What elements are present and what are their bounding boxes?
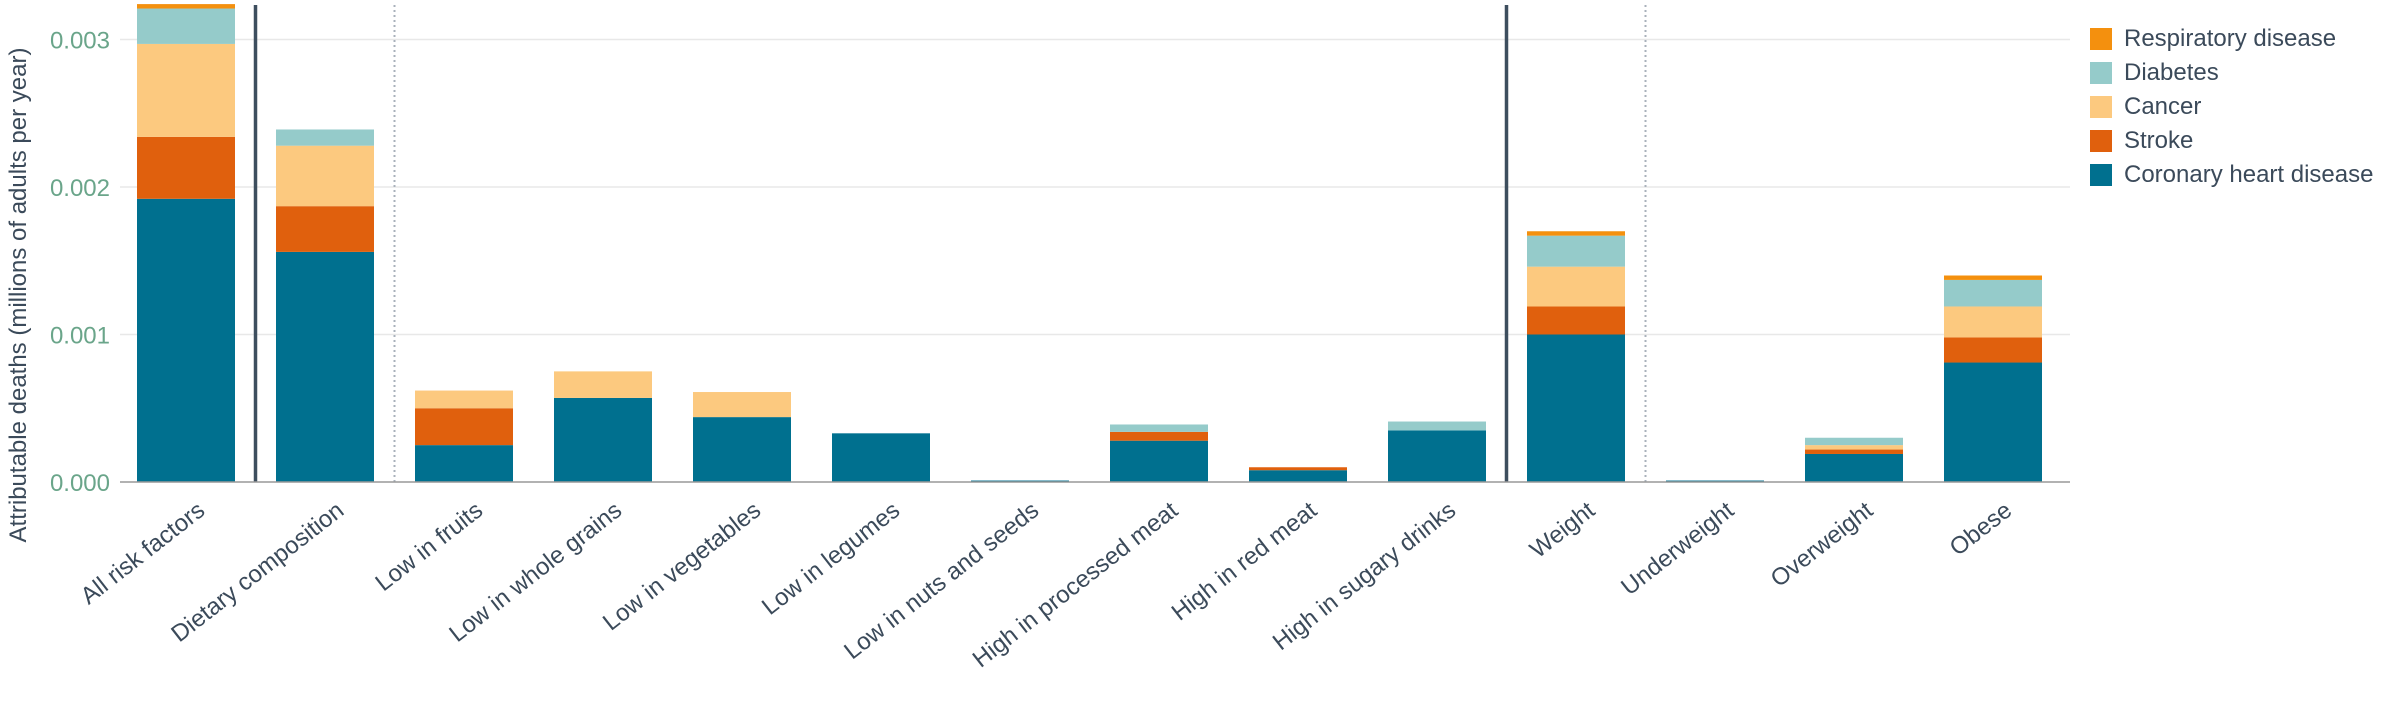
bar-segment: [1110, 440, 1208, 482]
legend-label: Diabetes: [2124, 59, 2219, 86]
legend-item[interactable]: Stroke: [2090, 124, 2373, 158]
gridlines: [120, 38, 2070, 336]
bar-segment: [1388, 430, 1486, 482]
legend-item[interactable]: Coronary heart disease: [2090, 158, 2373, 192]
bar-segment: [1944, 337, 2042, 363]
y-tick-label: 0.001: [50, 323, 110, 350]
bar-segment: [415, 445, 513, 482]
x-tick-label: Weight: [1525, 496, 1600, 563]
bar-segment: [1527, 235, 1625, 267]
bar-segment: [1805, 449, 1903, 454]
bar-segment: [693, 417, 791, 482]
y-tick-label: 0.002: [50, 175, 110, 202]
x-tick-label: Obese: [1945, 497, 2017, 562]
bar-segment: [1805, 453, 1903, 482]
legend-item[interactable]: Diabetes: [2090, 56, 2373, 90]
bar-segment: [1944, 362, 2042, 482]
x-tick-label: Low in legumes: [757, 497, 905, 621]
group-separators: [253, 5, 1647, 482]
bar-segment: [832, 433, 930, 482]
bar-segment: [1249, 470, 1347, 482]
bar-segment: [1527, 231, 1625, 236]
y-tick-label: 0.000: [50, 470, 110, 497]
bar-segment: [1805, 445, 1903, 450]
bar-segment: [415, 408, 513, 446]
x-tick-label: Overweight: [1766, 496, 1879, 592]
legend-label: Cancer: [2124, 93, 2202, 120]
bar-segment: [137, 4, 235, 9]
legend-swatch: [2090, 28, 2112, 50]
legend-item[interactable]: Respiratory disease: [2090, 22, 2373, 56]
x-tick-label: Low in fruits: [370, 497, 488, 597]
bar-segment: [276, 251, 374, 482]
x-tick-label: Underweight: [1616, 496, 1739, 600]
legend-item[interactable]: Cancer: [2090, 90, 2373, 124]
bar-segment: [1110, 431, 1208, 441]
bar-segment: [1944, 275, 2042, 280]
bar-segment: [1944, 279, 2042, 307]
legend-label: Respiratory disease: [2124, 25, 2337, 52]
legend: Respiratory disease Diabetes Cancer Stroke C…: [2090, 22, 2373, 192]
legend-label: Coronary heart disease: [2124, 161, 2374, 188]
legend-swatch: [2090, 130, 2112, 152]
legend-label: Stroke: [2124, 127, 2194, 154]
bar-segment: [137, 43, 235, 137]
x-tick-label: All risk factors: [76, 497, 210, 610]
bar-segment: [276, 145, 374, 207]
legend-swatch: [2090, 96, 2112, 118]
bar-segment: [554, 371, 652, 398]
bar-segment: [276, 129, 374, 146]
bar-segment: [1805, 437, 1903, 446]
bar-segment: [693, 392, 791, 418]
bars: [137, 4, 2042, 483]
bar-segment: [1527, 306, 1625, 335]
bar-segment: [1110, 424, 1208, 432]
y-axis-label: Attributable deaths (millions of adults …: [5, 48, 32, 543]
bar-segment: [554, 397, 652, 482]
bar-segment: [1527, 334, 1625, 482]
bar-segment: [1388, 421, 1486, 431]
bar-segment: [137, 8, 235, 44]
y-tick-label: 0.003: [50, 28, 110, 55]
x-tick-label: High in red meat: [1167, 496, 1323, 626]
legend-swatch: [2090, 164, 2112, 186]
bar-segment: [137, 198, 235, 483]
bar-segment: [276, 206, 374, 252]
bar-segment: [137, 136, 235, 199]
bar-segment: [1249, 467, 1347, 471]
legend-swatch: [2090, 62, 2112, 84]
bar-segment: [1527, 266, 1625, 307]
bar-segment: [415, 390, 513, 409]
bar-segment: [1944, 306, 2042, 338]
